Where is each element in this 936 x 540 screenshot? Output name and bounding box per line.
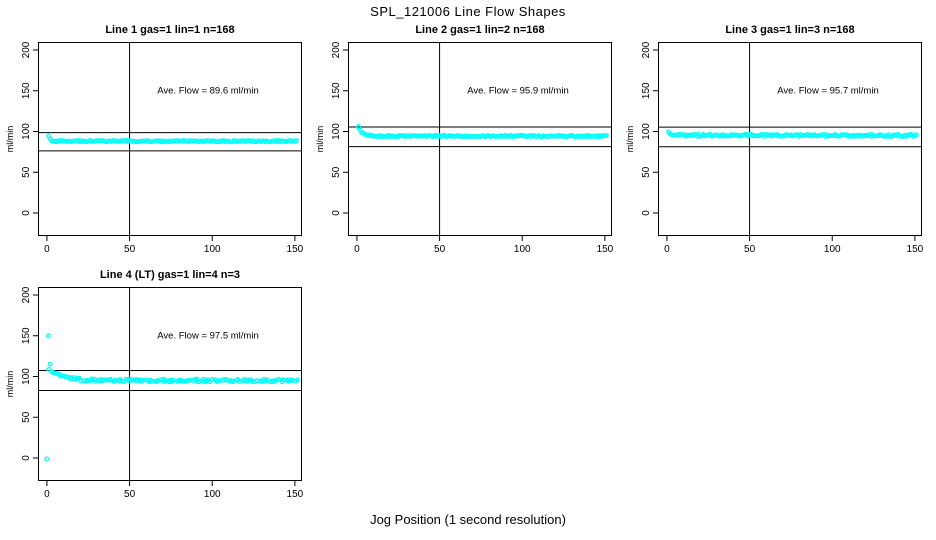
svg-text:100: 100 [21, 368, 32, 385]
panel-line-1: Line 1 gas=1 lin=1 n=168 ml/min Ave. Flo… [5, 24, 304, 255]
plot-area: 0 50 100 150 0 50 100 150 200 [21, 41, 304, 255]
panel-line-3: Line 3 gas=1 lin=3 n=168 ml/min Ave. Flo… [625, 24, 924, 255]
svg-text:0: 0 [21, 210, 32, 216]
y-axis-label: ml/min [5, 125, 15, 153]
svg-text:150: 150 [21, 327, 32, 344]
svg-text:150: 150 [641, 82, 652, 99]
svg-text:0: 0 [664, 244, 670, 255]
panel-line-4: Line 4 (LT) gas=1 lin=4 n=3 ml/min Ave. … [5, 269, 304, 500]
svg-text:50: 50 [21, 166, 32, 178]
svg-text:0: 0 [44, 244, 50, 255]
panel-title: Line 2 gas=1 lin=2 n=168 [415, 24, 545, 36]
svg-text:150: 150 [331, 82, 342, 99]
panel-title: Line 1 gas=1 lin=1 n=168 [105, 24, 235, 36]
svg-text:200: 200 [641, 41, 652, 58]
panel-line-2: Line 2 gas=1 lin=2 n=168 ml/min Ave. Flo… [315, 24, 614, 255]
svg-text:200: 200 [21, 41, 32, 58]
panel-title: Line 3 gas=1 lin=3 n=168 [725, 24, 855, 36]
svg-text:0: 0 [641, 210, 652, 216]
svg-text:150: 150 [21, 82, 32, 99]
svg-text:100: 100 [331, 123, 342, 140]
svg-text:50: 50 [21, 411, 32, 423]
svg-text:100: 100 [204, 244, 221, 255]
svg-text:100: 100 [641, 123, 652, 140]
avg-flow-annotation: Ave. Flow = 97.5 ml/min [157, 330, 259, 342]
svg-text:50: 50 [744, 244, 756, 255]
svg-text:100: 100 [21, 123, 32, 140]
svg-text:50: 50 [124, 489, 136, 500]
avg-flow-annotation: Ave. Flow = 95.9 ml/min [467, 85, 569, 97]
svg-text:50: 50 [641, 166, 652, 178]
svg-text:0: 0 [354, 244, 360, 255]
y-axis-label: ml/min [315, 125, 325, 153]
svg-text:50: 50 [331, 166, 342, 178]
svg-text:150: 150 [597, 244, 614, 255]
svg-text:0: 0 [44, 489, 50, 500]
avg-flow-annotation: Ave. Flow = 95.7 ml/min [777, 85, 879, 97]
svg-text:50: 50 [434, 244, 446, 255]
svg-text:100: 100 [514, 244, 531, 255]
figure-title: SPL_121006 Line Flow Shapes [370, 4, 566, 19]
svg-text:200: 200 [21, 286, 32, 303]
svg-text:150: 150 [287, 489, 304, 500]
y-axis-label: ml/min [5, 370, 15, 398]
y-axis-label: ml/min [625, 125, 635, 153]
svg-text:0: 0 [331, 210, 342, 216]
svg-text:50: 50 [124, 244, 136, 255]
svg-text:0: 0 [21, 455, 32, 461]
svg-text:100: 100 [204, 489, 221, 500]
plot-area: 0 50 100 150 0 50 100 150 200 [331, 41, 614, 255]
plot-area: 0 50 100 150 0 50 100 150 200 [641, 41, 924, 255]
plot-area: 0 50 100 150 0 50 100 150 200 [21, 286, 304, 500]
avg-flow-annotation: Ave. Flow = 89.6 ml/min [157, 85, 259, 97]
svg-text:150: 150 [287, 244, 304, 255]
panel-title: Line 4 (LT) gas=1 lin=4 n=3 [99, 269, 241, 281]
svg-text:100: 100 [824, 244, 841, 255]
x-axis-label: Jog Position (1 second resolution) [370, 512, 566, 527]
svg-text:200: 200 [331, 41, 342, 58]
svg-text:150: 150 [907, 244, 924, 255]
